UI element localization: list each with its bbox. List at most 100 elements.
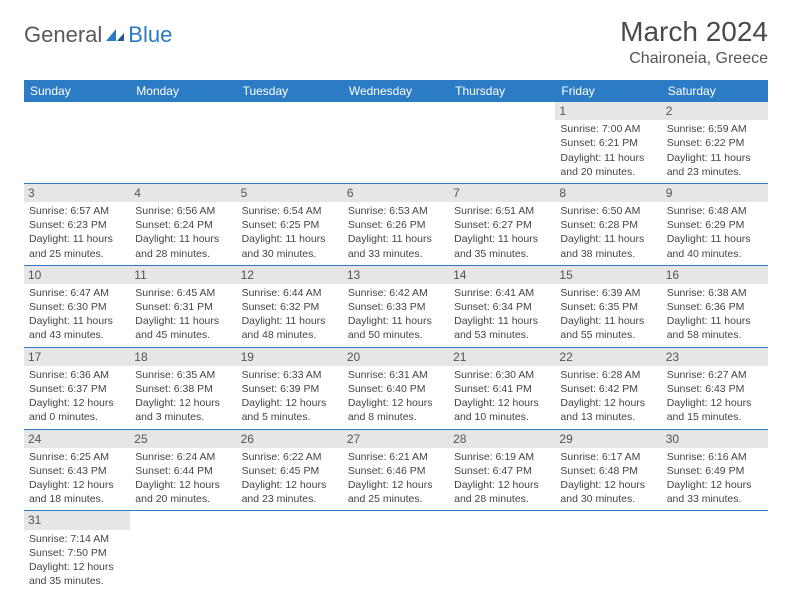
day-number: 5	[237, 184, 343, 202]
day-info: Sunrise: 6:54 AMSunset: 6:25 PMDaylight:…	[241, 204, 339, 261]
daylight-text: Daylight: 11 hours and 38 minutes.	[560, 232, 656, 260]
month-title: March 2024	[620, 16, 768, 48]
sunrise-text: Sunrise: 6:57 AM	[29, 204, 125, 218]
sunset-text: Sunset: 6:29 PM	[667, 218, 763, 232]
day-number: 1	[555, 102, 661, 120]
sunrise-text: Sunrise: 6:53 AM	[348, 204, 444, 218]
calendar-table: SundayMondayTuesdayWednesdayThursdayFrid…	[24, 80, 768, 592]
daylight-text: Daylight: 11 hours and 35 minutes.	[454, 232, 550, 260]
calendar-day-cell: 2Sunrise: 6:59 AMSunset: 6:22 PMDaylight…	[662, 102, 768, 183]
weekday-header: Monday	[130, 80, 236, 102]
day-info: Sunrise: 6:27 AMSunset: 6:43 PMDaylight:…	[666, 368, 764, 425]
calendar-day-cell: 22 Sunrise: 6:28 AMSunset: 6:42 PMDayligh…	[555, 347, 661, 429]
day-info: Sunrise: 7:00 AMSunset: 6:21 PMDaylight:…	[559, 122, 657, 179]
daylight-text: Daylight: 12 hours and 3 minutes.	[135, 396, 231, 424]
day-number: 16	[662, 266, 768, 284]
sunrise-text: Sunrise: 6:35 AM	[135, 368, 231, 382]
sunrise-text: Sunrise: 6:21 AM	[348, 450, 444, 464]
day-info: Sunrise: 6:41 AMSunset: 6:34 PMDaylight:…	[453, 286, 551, 343]
daylight-text: Daylight: 12 hours and 30 minutes.	[560, 478, 656, 506]
day-info: Sunrise: 6:17 AMSunset: 6:48 PMDaylight:…	[559, 450, 657, 507]
calendar-day-cell: 1 Sunrise: 7:00 AMSunset: 6:21 PMDaylight…	[555, 102, 661, 183]
calendar-day-cell: 20Sunrise: 6:31 AMSunset: 6:40 PMDayligh…	[343, 347, 449, 429]
calendar-empty-cell	[449, 511, 555, 592]
sunrise-text: Sunrise: 6:41 AM	[454, 286, 550, 300]
day-info: Sunrise: 6:25 AMSunset: 6:43 PMDaylight:…	[28, 450, 126, 507]
day-number: 30	[662, 430, 768, 448]
daylight-text: Daylight: 11 hours and 55 minutes.	[560, 314, 656, 342]
calendar-empty-cell	[662, 511, 768, 592]
calendar-day-cell: 27 Sunrise: 6:21 AMSunset: 6:46 PMDayligh…	[343, 429, 449, 511]
calendar-day-cell: 28Sunrise: 6:19 AMSunset: 6:47 PMDayligh…	[449, 429, 555, 511]
day-info: Sunrise: 6:45 AMSunset: 6:31 PMDaylight:…	[134, 286, 232, 343]
sunrise-text: Sunrise: 6:25 AM	[29, 450, 125, 464]
day-number: 27	[343, 430, 449, 448]
daylight-text: Daylight: 11 hours and 48 minutes.	[242, 314, 338, 342]
day-info: Sunrise: 6:21 AMSunset: 6:46 PMDaylight:…	[347, 450, 445, 507]
sunset-text: Sunset: 6:34 PM	[454, 300, 550, 314]
daylight-text: Daylight: 12 hours and 8 minutes.	[348, 396, 444, 424]
daylight-text: Daylight: 11 hours and 28 minutes.	[135, 232, 231, 260]
sunset-text: Sunset: 6:27 PM	[454, 218, 550, 232]
calendar-body: 1 Sunrise: 7:00 AMSunset: 6:21 PMDaylight…	[24, 102, 768, 592]
calendar-day-cell: 5 Sunrise: 6:54 AMSunset: 6:25 PMDaylight…	[237, 183, 343, 265]
sunset-text: Sunset: 6:25 PM	[242, 218, 338, 232]
sunrise-text: Sunrise: 6:22 AM	[242, 450, 338, 464]
day-number: 25	[130, 430, 236, 448]
sunset-text: Sunset: 7:50 PM	[29, 546, 125, 560]
calendar-day-cell: 29 Sunrise: 6:17 AMSunset: 6:48 PMDayligh…	[555, 429, 661, 511]
calendar-empty-cell	[343, 102, 449, 183]
sunset-text: Sunset: 6:37 PM	[29, 382, 125, 396]
calendar-day-cell: 3Sunrise: 6:57 AMSunset: 6:23 PMDaylight…	[24, 183, 130, 265]
daylight-text: Daylight: 11 hours and 33 minutes.	[348, 232, 444, 260]
sunrise-text: Sunrise: 6:31 AM	[348, 368, 444, 382]
sunset-text: Sunset: 6:43 PM	[29, 464, 125, 478]
daylight-text: Daylight: 12 hours and 13 minutes.	[560, 396, 656, 424]
calendar-day-cell: 19 Sunrise: 6:33 AMSunset: 6:39 PMDayligh…	[237, 347, 343, 429]
day-number: 12	[237, 266, 343, 284]
day-number: 29	[555, 430, 661, 448]
calendar-empty-cell	[130, 102, 236, 183]
sunrise-text: Sunrise: 6:56 AM	[135, 204, 231, 218]
day-info: Sunrise: 6:19 AMSunset: 6:47 PMDaylight:…	[453, 450, 551, 507]
sunrise-text: Sunrise: 6:39 AM	[560, 286, 656, 300]
day-info: Sunrise: 6:24 AMSunset: 6:44 PMDaylight:…	[134, 450, 232, 507]
calendar-empty-cell	[24, 102, 130, 183]
calendar-day-cell: 11Sunrise: 6:45 AMSunset: 6:31 PMDayligh…	[130, 265, 236, 347]
weekday-header: Thursday	[449, 80, 555, 102]
day-number: 9	[662, 184, 768, 202]
day-info: Sunrise: 6:30 AMSunset: 6:41 PMDaylight:…	[453, 368, 551, 425]
calendar-day-cell: 31Sunrise: 7:14 AMSunset: 7:50 PMDayligh…	[24, 511, 130, 592]
calendar-day-cell: 15Sunrise: 6:39 AMSunset: 6:35 PMDayligh…	[555, 265, 661, 347]
day-info: Sunrise: 6:33 AMSunset: 6:39 PMDaylight:…	[241, 368, 339, 425]
calendar-day-cell: 8Sunrise: 6:50 AMSunset: 6:28 PMDaylight…	[555, 183, 661, 265]
day-info: Sunrise: 6:39 AMSunset: 6:35 PMDaylight:…	[559, 286, 657, 343]
daylight-text: Daylight: 11 hours and 20 minutes.	[560, 151, 656, 179]
day-info: Sunrise: 6:22 AMSunset: 6:45 PMDaylight:…	[241, 450, 339, 507]
day-number: 24	[24, 430, 130, 448]
calendar-day-cell: 26Sunrise: 6:22 AMSunset: 6:45 PMDayligh…	[237, 429, 343, 511]
calendar-week-row: 10Sunrise: 6:47 AMSunset: 6:30 PMDayligh…	[24, 265, 768, 347]
day-info: Sunrise: 6:36 AMSunset: 6:37 PMDaylight:…	[28, 368, 126, 425]
sunset-text: Sunset: 6:33 PM	[348, 300, 444, 314]
daylight-text: Daylight: 11 hours and 25 minutes.	[29, 232, 125, 260]
calendar-day-cell: 7Sunrise: 6:51 AMSunset: 6:27 PMDaylight…	[449, 183, 555, 265]
sunset-text: Sunset: 6:45 PM	[242, 464, 338, 478]
calendar-day-cell: 12Sunrise: 6:44 AMSunset: 6:32 PMDayligh…	[237, 265, 343, 347]
daylight-text: Daylight: 12 hours and 18 minutes.	[29, 478, 125, 506]
day-number: 14	[449, 266, 555, 284]
day-number: 19	[237, 348, 343, 366]
title-block: March 2024 Chaironeia, Greece	[620, 16, 768, 68]
weekday-header: Saturday	[662, 80, 768, 102]
day-info: Sunrise: 6:28 AMSunset: 6:42 PMDaylight:…	[559, 368, 657, 425]
sunset-text: Sunset: 6:24 PM	[135, 218, 231, 232]
day-number: 22	[555, 348, 661, 366]
day-info: Sunrise: 6:42 AMSunset: 6:33 PMDaylight:…	[347, 286, 445, 343]
calendar-day-cell: 9Sunrise: 6:48 AMSunset: 6:29 PMDaylight…	[662, 183, 768, 265]
location: Chaironeia, Greece	[620, 50, 768, 68]
day-number: 4	[130, 184, 236, 202]
page-header: General Blue March 2024 Chaironeia, Gree…	[24, 16, 768, 68]
calendar-empty-cell	[130, 511, 236, 592]
day-number: 13	[343, 266, 449, 284]
day-info: Sunrise: 6:53 AMSunset: 6:26 PMDaylight:…	[347, 204, 445, 261]
